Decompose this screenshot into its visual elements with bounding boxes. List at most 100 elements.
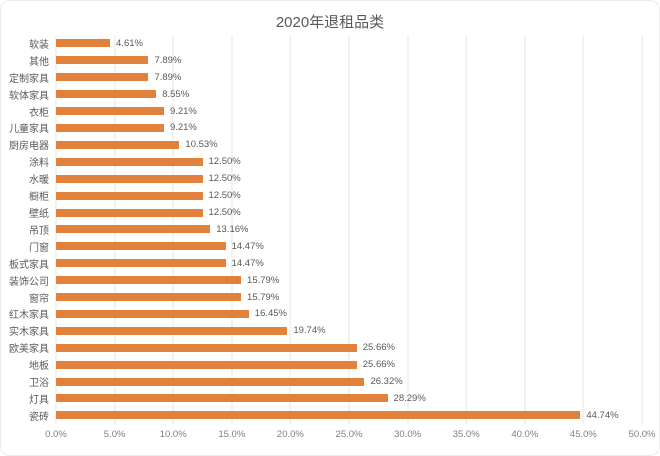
- bar: [56, 73, 149, 82]
- bar: [56, 309, 249, 318]
- value-label: 15.79%: [247, 291, 280, 303]
- category-label: 瓷砖: [29, 411, 49, 423]
- bar: [56, 293, 242, 302]
- chart-title: 2020年退租品类: [275, 14, 385, 31]
- x-axis-tick: 15.0%: [218, 429, 246, 440]
- value-label: 10.53%: [185, 139, 218, 151]
- bar: [56, 276, 242, 285]
- bar-row: 欧美家具 25.66%: [9, 339, 642, 356]
- x-axis-tick: 45.0%: [569, 429, 597, 440]
- bar: [56, 208, 203, 217]
- value-label: 9.21%: [169, 105, 197, 117]
- value-label: 19.74%: [293, 325, 326, 337]
- value-label: 28.29%: [393, 392, 426, 404]
- category-label: 涂料: [29, 158, 49, 170]
- bar: [56, 123, 164, 132]
- bar-row: 定制家具 7.89%: [9, 69, 642, 86]
- category-label: 窗帘: [29, 293, 49, 305]
- category-label: 门窗: [29, 242, 49, 254]
- bar: [56, 56, 149, 65]
- bar: [56, 107, 164, 116]
- bar-row: 灯具 28.29%: [29, 390, 642, 407]
- value-label: 7.89%: [154, 54, 182, 66]
- category-label: 装饰公司: [9, 276, 49, 288]
- category-label: 儿童家具: [9, 124, 49, 136]
- value-label: 44.74%: [586, 409, 619, 421]
- value-label: 26.32%: [370, 376, 403, 388]
- category-label: 实木家具: [9, 327, 49, 339]
- x-axis: 0.0% 5.0% 10.0% 15.0% 20.0% 25.0% 30.0% 35.0% 40…: [45, 424, 655, 446]
- bar-row: 橱柜 12.50%: [29, 187, 642, 204]
- x-axis-tick: 25.0%: [335, 429, 363, 440]
- bar-row: 吊顶 13.16%: [29, 221, 642, 238]
- category-label: 软体家具: [9, 90, 49, 102]
- bar: [56, 39, 111, 48]
- value-label: 25.66%: [362, 342, 395, 354]
- bar-row: 实木家具 19.74%: [9, 322, 642, 339]
- bar: [56, 394, 388, 403]
- bar: [56, 140, 180, 149]
- value-label: 9.21%: [169, 122, 197, 134]
- x-axis-tick: 50.0%: [628, 429, 656, 440]
- value-label: 7.89%: [154, 71, 182, 83]
- value-label: 16.45%: [254, 308, 288, 320]
- category-label: 水暖: [29, 175, 49, 187]
- bar: [56, 259, 226, 268]
- value-label: 4.61%: [116, 37, 143, 49]
- bar: [56, 225, 211, 234]
- bar-row: 红木家具 16.45%: [9, 306, 642, 323]
- x-axis-tick: 20.0%: [276, 429, 304, 440]
- bar: [56, 242, 226, 251]
- x-axis-tick: 0.0%: [45, 429, 67, 440]
- bar: [56, 90, 157, 99]
- bar-row: 衣柜 9.21%: [29, 103, 642, 120]
- category-label: 衣柜: [29, 107, 49, 119]
- bar-row: 软装 4.61%: [29, 35, 642, 52]
- x-axis-tick: 40.0%: [511, 429, 539, 440]
- category-label: 软装: [29, 39, 49, 51]
- bar-row: 门窗 14.47%: [29, 238, 642, 255]
- category-label: 板式家具: [9, 259, 49, 271]
- bar-row: 水暖 12.50%: [29, 170, 642, 187]
- category-label: 红木家具: [9, 310, 49, 322]
- bar-row: 儿童家具 9.21%: [9, 120, 642, 137]
- bar-row: 软体家具 8.55%: [9, 86, 642, 103]
- value-label: 14.47%: [231, 240, 264, 252]
- bar-row: 壁纸 12.50%: [29, 204, 642, 221]
- category-label: 厨房电器: [9, 141, 49, 153]
- bar-row: 板式家具 14.47%: [9, 255, 642, 272]
- bar: [56, 157, 203, 166]
- bar-rows: 软装 4.61% 其他 7.89% 定制家具 7.89% 软体家具 8.55% 衣柜 9.21% 儿…: [9, 35, 642, 424]
- category-label: 卫浴: [29, 378, 49, 390]
- category-label: 灯具: [29, 394, 49, 406]
- bar: [56, 326, 288, 335]
- value-label: 12.50%: [208, 207, 241, 219]
- x-axis-tick: 5.0%: [103, 429, 126, 440]
- value-label: 15.79%: [247, 274, 280, 286]
- value-label: 12.50%: [208, 156, 241, 168]
- bar: [56, 360, 357, 369]
- bar-row: 厨房电器 10.53%: [9, 136, 642, 153]
- x-axis-tick: 35.0%: [452, 429, 480, 440]
- bar-row: 卫浴 26.32%: [29, 373, 642, 390]
- bar-row: 装饰公司 15.79%: [9, 272, 642, 289]
- plot-area: 软装 4.61% 其他 7.89% 定制家具 7.89% 软体家具 8.55% 衣柜 9.21% 儿…: [9, 35, 643, 424]
- value-label: 13.16%: [216, 223, 249, 235]
- bar: [56, 343, 357, 352]
- value-label: 14.47%: [231, 257, 264, 269]
- value-label: 12.50%: [208, 190, 241, 202]
- bar-row: 瓷砖 44.74%: [29, 407, 642, 424]
- category-label: 欧美家具: [9, 344, 49, 356]
- category-label: 地板: [29, 361, 49, 373]
- value-label: 25.66%: [362, 359, 395, 371]
- x-axis-tick: 30.0%: [394, 429, 422, 440]
- bar-row: 地板 25.66%: [29, 356, 642, 373]
- value-label: 12.50%: [208, 173, 241, 185]
- bar: [56, 174, 203, 183]
- category-label: 吊顶: [29, 225, 49, 237]
- bar: [56, 377, 365, 386]
- x-axis-tick: 10.0%: [159, 429, 187, 440]
- value-label: 8.55%: [162, 88, 190, 100]
- bar: [56, 191, 203, 200]
